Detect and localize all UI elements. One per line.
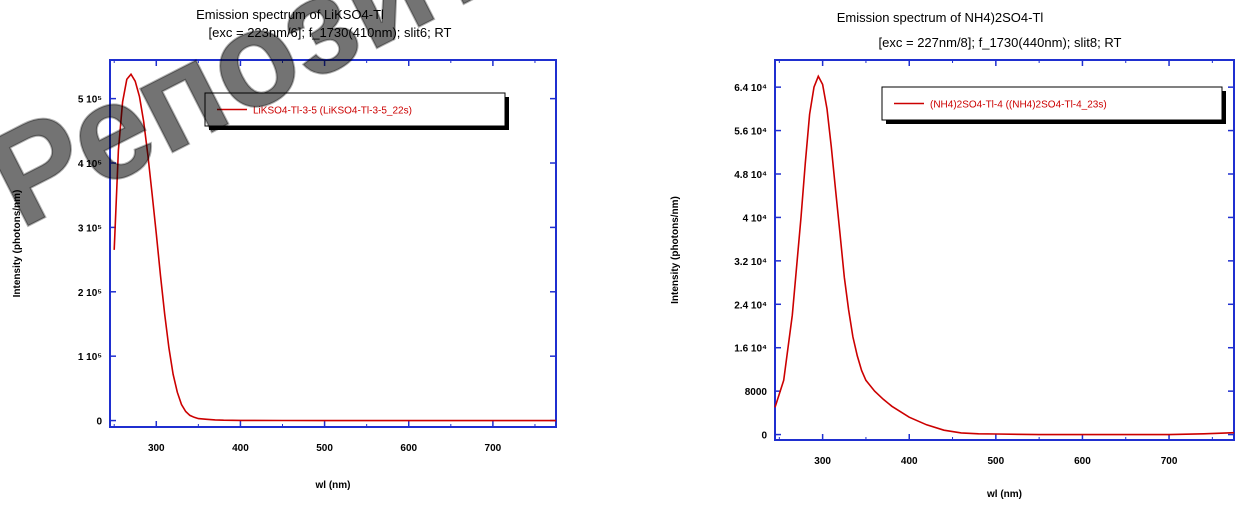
y-axis-label: Intensity (photons/nm) — [670, 196, 681, 304]
series-line — [113, 72, 556, 422]
x-tick-label: 500 — [316, 443, 333, 454]
x-tick-label: 600 — [1074, 456, 1091, 467]
x-tick-label: 700 — [1161, 456, 1178, 467]
y-tick-label: 5 10⁵ — [78, 95, 102, 106]
y-tick-label: 3 10⁵ — [78, 223, 102, 234]
y-tick-label: 2.4 10⁴ — [734, 300, 767, 311]
y-tick-label: 3.2 10⁴ — [734, 257, 767, 268]
plot-frame — [774, 59, 1235, 441]
chart-panel-2: Emission spectrum of NH4)2SO4-Tl [exc = 2… — [640, 0, 1239, 509]
y-tick-label: 0 — [96, 417, 102, 428]
x-axis-label: wl (nm) — [315, 480, 351, 491]
y-tick-label: 8000 — [745, 387, 768, 398]
chart-title: Emission spectrum of NH4)2SO4-Tl — [837, 10, 1044, 25]
x-tick-label: 400 — [901, 456, 918, 467]
x-tick-label: 400 — [232, 443, 249, 454]
chart-1-svg: Emission spectrum of LiKSO4-Tl [exc = 223… — [12, 7, 557, 491]
y-tick-label: 5.6 10⁴ — [734, 127, 767, 138]
x-tick-label: 300 — [814, 456, 831, 467]
y-tick-label: 4.8 10⁴ — [734, 170, 767, 181]
legend-box — [881, 86, 1223, 121]
y-tick-label: 4 10⁵ — [78, 159, 102, 170]
x-tick-label: 500 — [987, 456, 1004, 467]
y-tick-label: 1 10⁵ — [78, 352, 102, 363]
chart-title: Emission spectrum of LiKSO4-Tl — [196, 7, 384, 22]
y-tick-label: 4 10⁴ — [743, 213, 767, 224]
legend-label: LiKSO4-Tl-3-5 (LiKSO4-Tl-3-5_22s) — [253, 106, 412, 117]
y-tick-label: 1.6 10⁴ — [734, 344, 767, 355]
series-line — [774, 74, 1235, 436]
chart-panel-1: Emission spectrum of LiKSO4-Tl [exc = 223… — [0, 0, 600, 509]
y-tick-label: 2 10⁵ — [78, 288, 102, 299]
x-axis-label: wl (nm) — [986, 489, 1022, 500]
x-tick-label: 700 — [485, 443, 502, 454]
chart-subtitle: [exc = 227nm/8]; f_1730(440nm); slit8; R… — [879, 35, 1122, 50]
x-tick-label: 300 — [148, 443, 165, 454]
chart-2-svg: Emission spectrum of NH4)2SO4-Tl [exc = 2… — [670, 10, 1235, 500]
legend-box — [204, 92, 506, 127]
y-axis-label: Intensity (photons/nm) — [12, 190, 23, 298]
legend-label: (NH4)2SO4-Tl-4 ((NH4)2SO4-Tl-4_23s) — [930, 100, 1107, 111]
y-tick-label: 6.4 10⁴ — [734, 83, 767, 94]
chart-subtitle: [exc = 223nm/6]; f_1730(410nm); slit6; R… — [209, 25, 452, 40]
plot-frame — [109, 59, 557, 428]
x-tick-label: 600 — [400, 443, 417, 454]
y-tick-label: 0 — [761, 431, 767, 442]
